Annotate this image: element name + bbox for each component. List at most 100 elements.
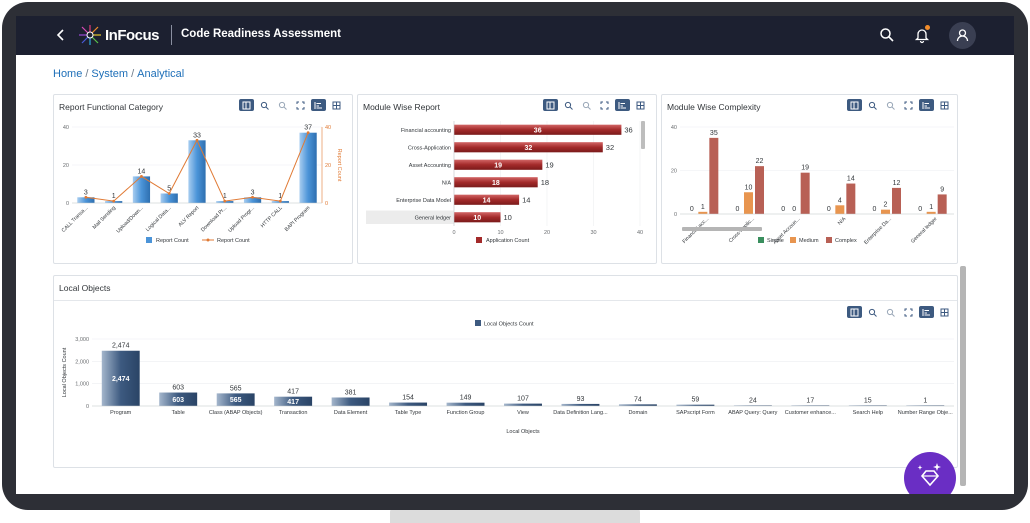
chart-scrollbar xyxy=(641,121,645,149)
y2-axis-label: Report Count xyxy=(336,149,342,182)
zoom-in-button[interactable] xyxy=(561,99,576,111)
breadcrumb-analytical[interactable]: Analytical xyxy=(137,68,185,80)
panel-icon xyxy=(850,101,859,109)
bar xyxy=(744,192,753,214)
chart-view-button[interactable] xyxy=(311,99,326,111)
y-tick-label: 0 xyxy=(674,212,677,218)
x-tick-label: N/A xyxy=(837,216,848,227)
search-icon[interactable] xyxy=(878,26,896,44)
expand-panel-button[interactable] xyxy=(543,99,558,111)
table-view-button[interactable] xyxy=(329,99,344,111)
table-view-button[interactable] xyxy=(937,306,952,318)
bar xyxy=(698,211,708,214)
data-label: 59 xyxy=(692,397,700,404)
data-label: 93 xyxy=(577,396,585,403)
data-label: 603 xyxy=(172,385,184,392)
x-tick-label: Enterprise Da... xyxy=(863,216,893,246)
chart-toolbar xyxy=(239,99,344,112)
data-label: 0 xyxy=(792,206,796,213)
zoom-out-button[interactable] xyxy=(883,306,898,318)
bar xyxy=(881,209,890,214)
bar-inside-label: 417 xyxy=(287,399,299,406)
notification-dot xyxy=(925,25,930,30)
expand-panel-button[interactable] xyxy=(239,99,254,111)
bar xyxy=(216,393,255,406)
line-point xyxy=(140,175,143,178)
table-icon xyxy=(940,308,949,316)
legend-swatch-point xyxy=(206,238,210,242)
panel-title-module: Module Wise Report xyxy=(363,102,441,112)
breadcrumb-system[interactable]: System xyxy=(91,68,129,80)
data-label: 4 xyxy=(838,197,842,204)
bar xyxy=(446,402,485,406)
zoom-in-icon xyxy=(868,308,877,317)
fullscreen-button[interactable] xyxy=(901,99,916,111)
line-point xyxy=(223,199,227,203)
expand-panel-button[interactable] xyxy=(847,306,862,318)
x-tick-label: Data Element xyxy=(334,410,368,416)
fullscreen-button[interactable] xyxy=(293,99,308,111)
bar-value-label: 32 xyxy=(606,143,614,152)
legend-swatch xyxy=(826,237,832,243)
line-point xyxy=(167,192,171,195)
zoom-out-button[interactable] xyxy=(275,99,290,111)
table-view-button[interactable] xyxy=(937,99,952,111)
line-point xyxy=(195,138,199,142)
zoom-out-button[interactable] xyxy=(579,99,594,111)
panel-title-functional: Report Functional Category xyxy=(59,102,163,112)
chart-view-button[interactable] xyxy=(919,306,934,318)
table-icon xyxy=(940,101,949,109)
zoom-out-button[interactable] xyxy=(883,99,898,111)
zoom-in-button[interactable] xyxy=(865,99,880,111)
bell-icon[interactable] xyxy=(913,26,931,44)
fullscreen-button[interactable] xyxy=(901,306,916,318)
table-view-button[interactable] xyxy=(633,99,648,111)
zoom-in-icon xyxy=(868,101,877,110)
panel-module-report: Module Wise Report 0 10 20 30 40 Financial ac… xyxy=(357,94,657,264)
y-tick-label: Financial accounting xyxy=(401,128,451,134)
breadcrumb-home[interactable]: Home xyxy=(53,68,83,80)
avatar[interactable] xyxy=(949,22,976,49)
bar xyxy=(454,124,622,135)
panel-icon xyxy=(850,308,859,316)
fullscreen-icon xyxy=(600,101,609,109)
bar xyxy=(454,142,603,153)
data-label: 17 xyxy=(806,397,814,404)
bar-value-label: 19 xyxy=(545,160,553,169)
bar xyxy=(159,392,198,406)
chart-toolbar xyxy=(543,99,648,112)
bar-value-label: 10 xyxy=(504,213,512,222)
expand-panel-button[interactable] xyxy=(847,99,862,111)
chart-view-button[interactable] xyxy=(615,99,630,111)
zoom-in-button[interactable] xyxy=(865,306,880,318)
y-tick-label: 20 xyxy=(671,169,677,175)
back-icon[interactable] xyxy=(54,27,68,43)
bar xyxy=(846,183,856,214)
data-label: 1 xyxy=(929,204,933,211)
y2-tick-label: 0 xyxy=(325,201,328,207)
bar xyxy=(454,212,501,223)
zoom-in-button[interactable] xyxy=(257,99,272,111)
fullscreen-button[interactable] xyxy=(597,99,612,111)
ai-assistant-button[interactable] xyxy=(904,452,956,494)
panel-module-complexity: Module Wise Complexity 40 20 0 0 1 35 Financia… xyxy=(661,94,958,264)
brand-logo[interactable]: InFocus xyxy=(78,24,160,46)
bar-inside-label: 2,474 xyxy=(112,376,130,383)
bar-inside-label: 14 xyxy=(483,197,491,204)
bar-value-label: 18 xyxy=(541,178,549,187)
y-tick-label: 3,000 xyxy=(75,337,89,343)
data-label: 5 xyxy=(167,186,171,193)
x-tick-label: Function Group xyxy=(447,410,485,416)
page-scrollbar[interactable] xyxy=(960,266,966,486)
bar-inside-label: 10 xyxy=(473,215,481,222)
data-label: 22 xyxy=(756,158,764,165)
bar xyxy=(77,197,95,203)
bar xyxy=(299,132,317,203)
x-tick-label: Upload Progr... xyxy=(227,205,256,234)
x-tick-label: SAPscript Form xyxy=(676,410,715,416)
bar xyxy=(618,404,657,406)
chart-view-button[interactable] xyxy=(919,99,934,111)
x-tick-label: Program xyxy=(110,410,132,416)
legend-label: Complex xyxy=(835,238,857,244)
